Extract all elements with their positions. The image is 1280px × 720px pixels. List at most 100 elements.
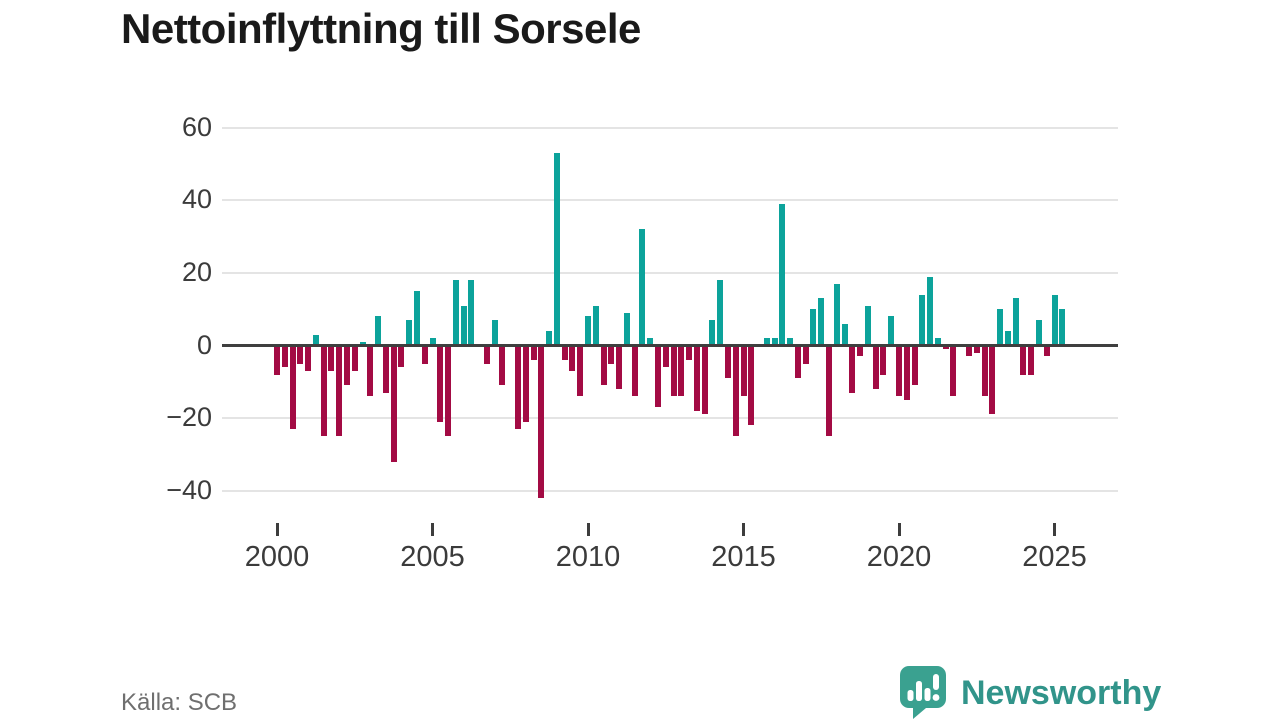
negative-bar	[724, 345, 731, 379]
negative-bar	[398, 345, 405, 368]
negative-bar	[1043, 345, 1050, 357]
positive-bar	[717, 280, 724, 346]
negative-bar	[297, 345, 304, 364]
y-tick-label: −20	[166, 402, 212, 433]
negative-bar	[880, 345, 887, 375]
newsworthy-logo[interactable]: Newsworthy	[897, 663, 1161, 720]
positive-bar	[359, 341, 366, 346]
gridline	[222, 199, 1118, 202]
negative-bar	[390, 345, 397, 462]
positive-bar	[553, 153, 560, 346]
negative-bar	[732, 345, 739, 437]
x-tick-label: 2025	[1022, 541, 1087, 573]
negative-bar	[437, 345, 444, 422]
y-tick-label: 20	[181, 256, 212, 287]
positive-bar	[639, 229, 646, 346]
positive-bar	[460, 305, 467, 346]
negative-bar	[701, 345, 708, 415]
negative-bar	[577, 345, 584, 397]
positive-bar	[864, 305, 871, 346]
negative-bar	[382, 345, 389, 393]
chart-title: Nettoinflyttning till Sorsele	[121, 5, 641, 52]
positive-bar	[841, 323, 848, 346]
positive-bar	[934, 338, 941, 346]
positive-bar	[429, 338, 436, 346]
negative-bar	[538, 345, 545, 498]
negative-bar	[857, 345, 864, 357]
positive-bar	[491, 320, 498, 346]
x-axis-tick	[897, 523, 901, 536]
x-tick-label: 2020	[866, 541, 932, 573]
newsworthy-speech-bubble-bar-chart-icon	[897, 663, 949, 720]
positive-bar	[779, 203, 786, 346]
positive-bar	[468, 280, 475, 346]
negative-bar	[693, 345, 700, 411]
x-axis-tick	[1053, 523, 1056, 536]
negative-bar	[903, 345, 910, 400]
positive-bar	[592, 305, 599, 346]
positive-bar	[452, 280, 459, 346]
negative-bar	[802, 345, 809, 364]
x-axis-tick	[742, 523, 745, 536]
negative-bar	[328, 345, 335, 371]
positive-bar	[375, 316, 382, 346]
negative-bar	[561, 345, 568, 361]
negative-bar	[631, 345, 638, 397]
negative-bar	[281, 345, 288, 368]
positive-bar	[763, 338, 770, 346]
y-tick-label: −40	[166, 474, 212, 505]
positive-bar	[888, 316, 895, 346]
negative-bar	[351, 345, 358, 371]
negative-bar	[274, 345, 280, 375]
x-axis-tick	[431, 523, 434, 536]
positive-bar	[787, 338, 794, 346]
negative-bar	[686, 345, 693, 361]
negative-bar	[794, 345, 801, 379]
gridline	[222, 417, 1118, 420]
positive-bar	[818, 298, 825, 346]
positive-bar	[1012, 298, 1019, 346]
positive-bar	[1059, 309, 1066, 346]
gridline	[222, 489, 1118, 492]
positive-bar	[810, 309, 817, 346]
negative-bar	[740, 345, 747, 397]
negative-bar	[981, 345, 988, 397]
negative-bar	[530, 345, 537, 361]
negative-bar	[499, 345, 506, 386]
positive-bar	[833, 283, 840, 346]
x-tick-label: 2005	[400, 541, 465, 573]
positive-bar	[919, 294, 926, 346]
positive-bar	[312, 334, 319, 346]
negative-bar	[973, 345, 980, 353]
negative-bar	[826, 345, 833, 437]
negative-bar	[670, 345, 677, 397]
negative-bar	[896, 345, 902, 397]
x-tick-label: 2000	[244, 541, 310, 573]
negative-bar	[343, 345, 350, 386]
gridline	[222, 126, 1118, 129]
x-axis-tick	[275, 523, 279, 536]
negative-bar	[336, 345, 343, 437]
negative-bar	[1020, 345, 1027, 375]
positive-bar	[1004, 330, 1011, 346]
negative-bar	[367, 345, 374, 397]
negative-bar	[600, 345, 607, 386]
negative-bar	[965, 345, 972, 357]
positive-bar	[1035, 320, 1042, 346]
positive-bar	[406, 320, 413, 346]
negative-bar	[849, 345, 856, 393]
negative-bar	[483, 345, 490, 364]
negative-bar	[522, 345, 529, 422]
x-tick-label: 2010	[555, 541, 621, 573]
negative-bar	[445, 345, 452, 437]
positive-bar	[1051, 294, 1058, 346]
positive-bar	[623, 312, 630, 346]
negative-bar	[989, 345, 996, 415]
y-tick-label: 40	[181, 184, 212, 215]
source-label: Källa: SCB	[121, 689, 238, 716]
positive-bar	[413, 291, 420, 346]
positive-bar	[771, 338, 778, 346]
negative-bar	[748, 345, 755, 426]
positive-bar	[585, 316, 591, 346]
